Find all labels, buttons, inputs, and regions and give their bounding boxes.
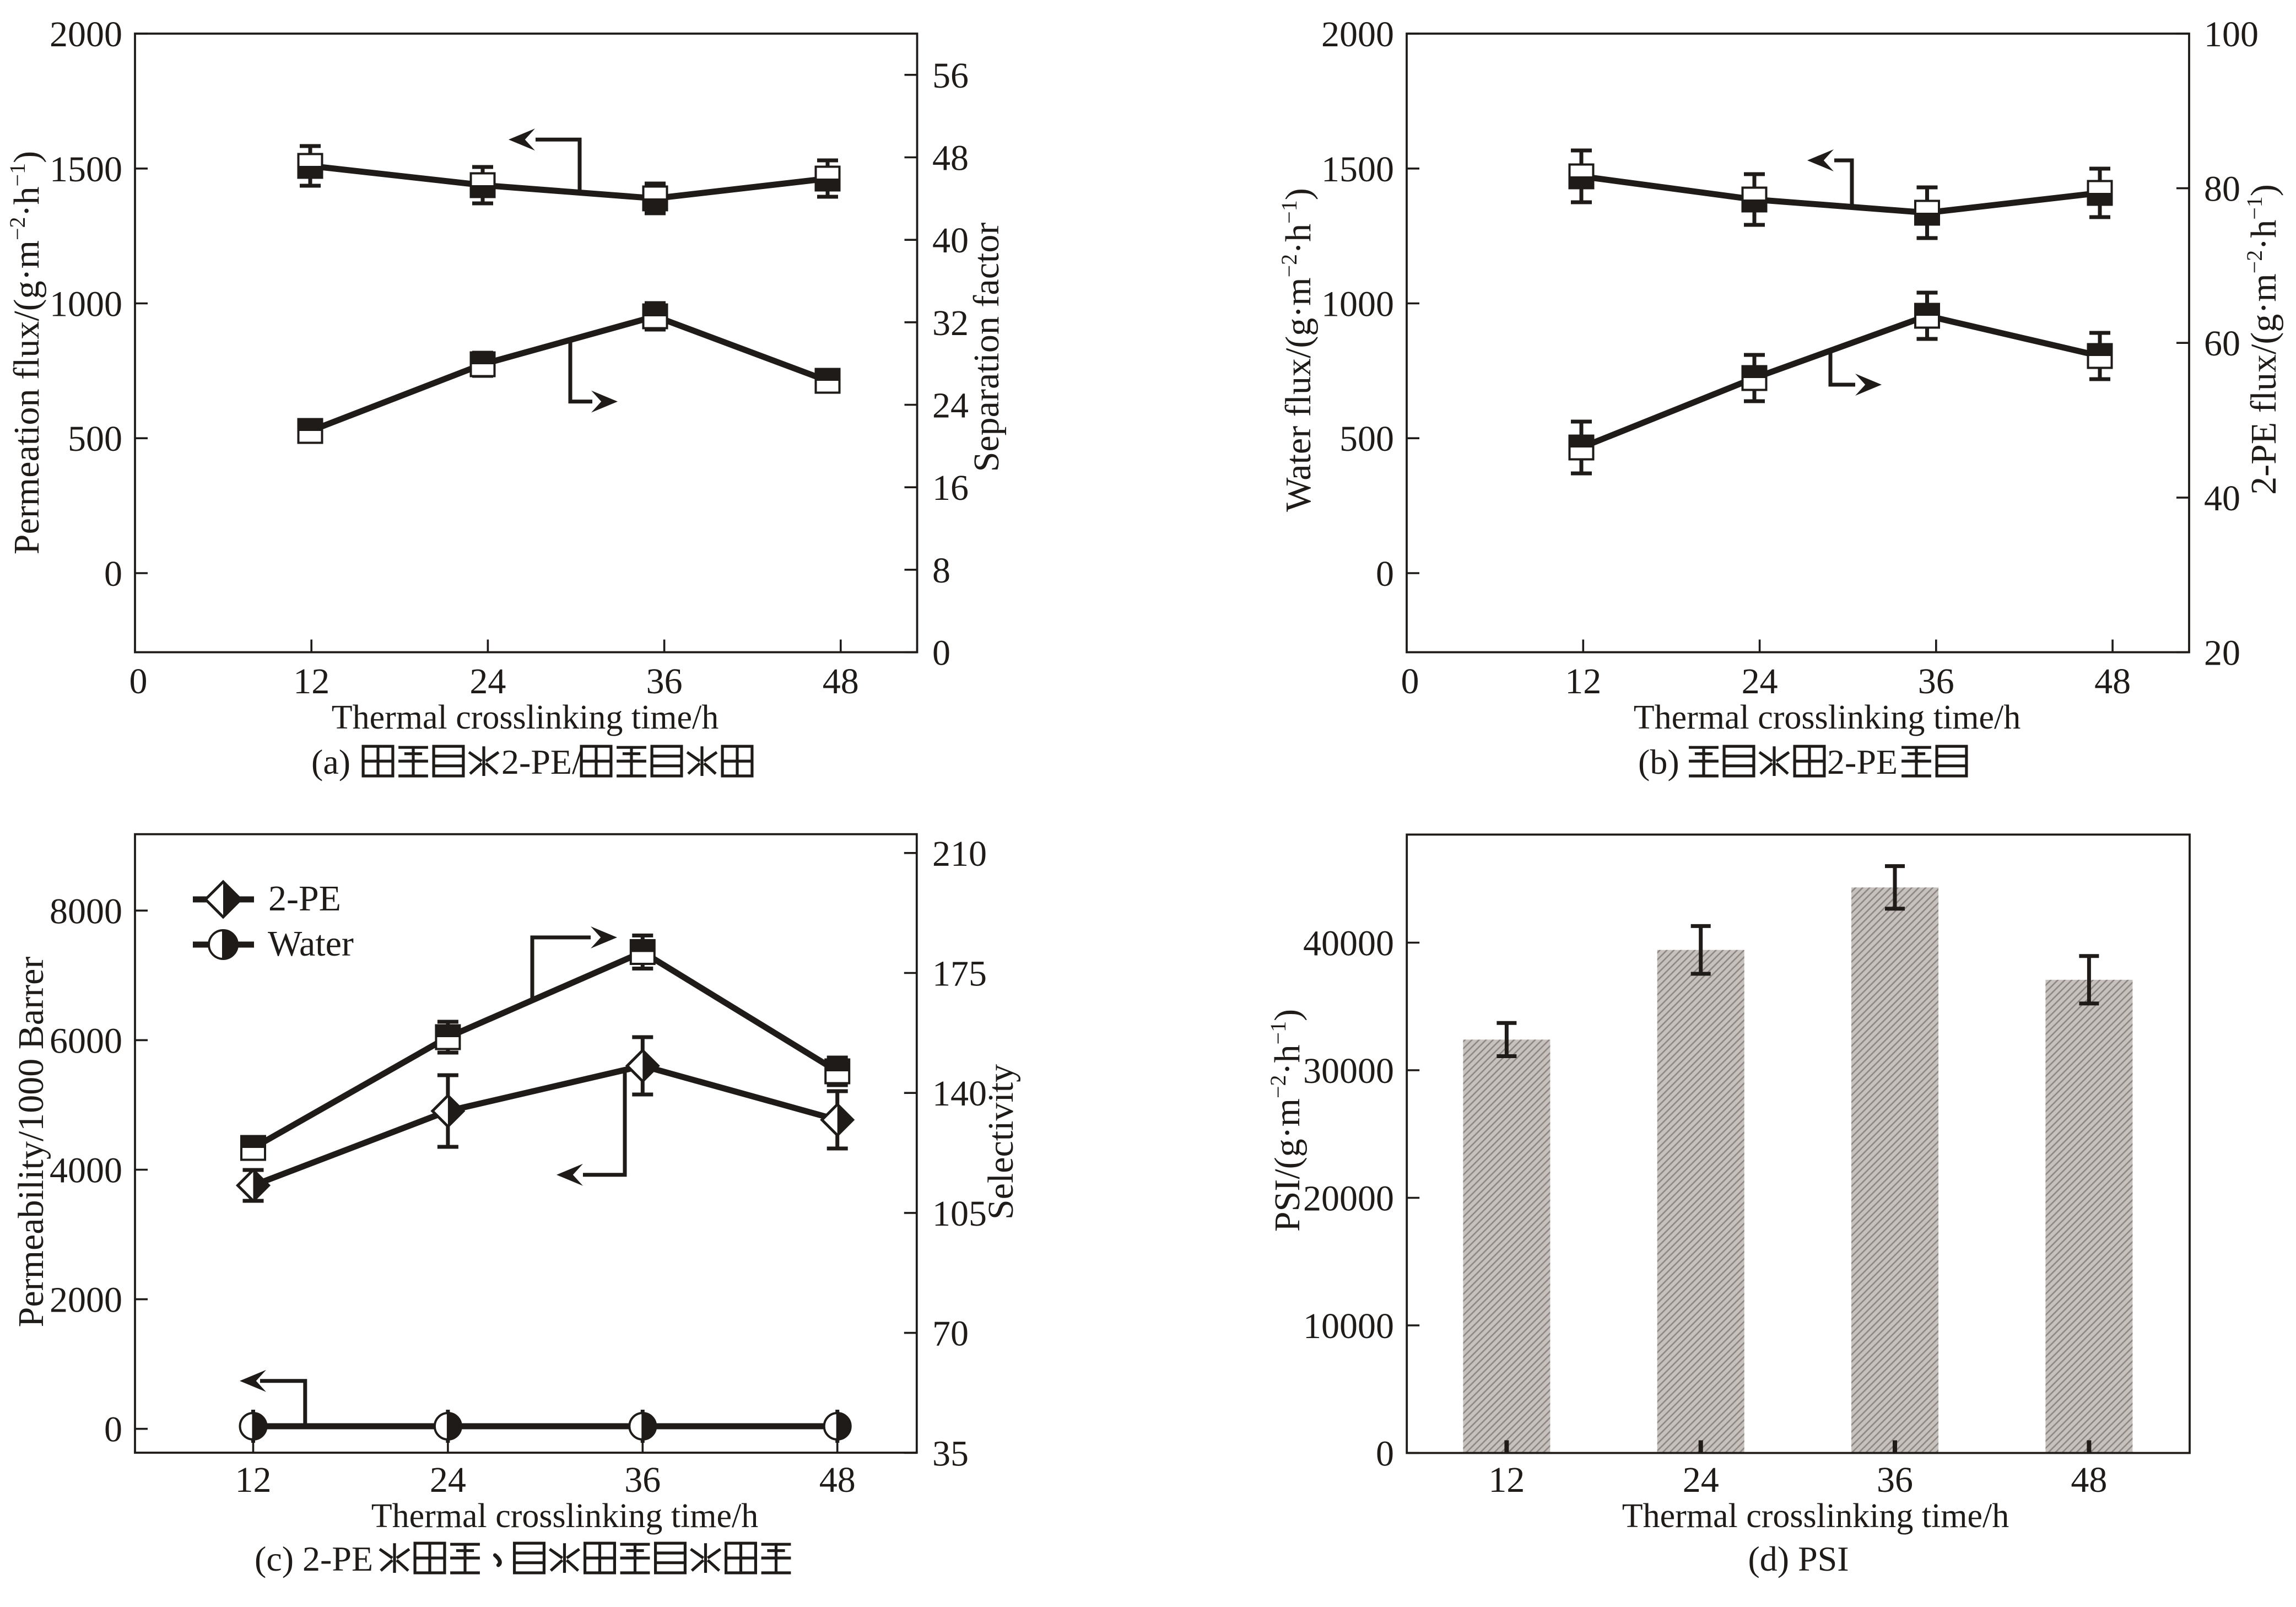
svg-text:2-PE: 2-PE bbox=[1827, 742, 1898, 781]
svg-text:Thermal crosslinking time/h: Thermal crosslinking time/h bbox=[1634, 699, 2021, 736]
svg-text:2000: 2000 bbox=[50, 14, 122, 55]
svg-text:0: 0 bbox=[104, 554, 122, 594]
svg-text:40: 40 bbox=[932, 220, 969, 261]
svg-text:2-PE flux/(g·m−2·h−1): 2-PE flux/(g·m−2·h−1) bbox=[2242, 184, 2284, 495]
svg-text:2000: 2000 bbox=[50, 1280, 122, 1320]
svg-text:100: 100 bbox=[2204, 14, 2259, 55]
svg-text:Thermal crosslinking time/h: Thermal crosslinking time/h bbox=[1622, 1497, 2009, 1535]
svg-text:36: 36 bbox=[1918, 661, 1954, 702]
svg-text:0: 0 bbox=[1376, 1434, 1394, 1474]
svg-text:2000: 2000 bbox=[1321, 14, 1394, 55]
svg-text:0: 0 bbox=[1401, 661, 1419, 702]
svg-text:20000: 20000 bbox=[1303, 1179, 1394, 1219]
svg-text:40: 40 bbox=[2204, 478, 2240, 519]
svg-text:48: 48 bbox=[932, 138, 969, 179]
svg-text:36: 36 bbox=[646, 661, 683, 702]
svg-text:24: 24 bbox=[469, 661, 506, 702]
svg-text:105: 105 bbox=[932, 1194, 987, 1234]
svg-text:70: 70 bbox=[932, 1314, 969, 1354]
svg-text:35: 35 bbox=[932, 1433, 969, 1474]
svg-text:Water flux/(g·m−2·h−1): Water flux/(g·m−2·h−1) bbox=[1277, 188, 1319, 511]
svg-text:12: 12 bbox=[235, 1460, 272, 1500]
svg-text:140: 140 bbox=[932, 1074, 987, 1114]
svg-text:36: 36 bbox=[624, 1460, 661, 1500]
svg-text:Thermal crosslinking time/h: Thermal crosslinking time/h bbox=[371, 1497, 759, 1535]
svg-text:80: 80 bbox=[2204, 169, 2240, 209]
svg-text:16: 16 bbox=[932, 468, 969, 508]
svg-text:48: 48 bbox=[819, 1460, 856, 1500]
svg-text:PSI/(g·m−2·h−1): PSI/(g·m−2·h−1) bbox=[1266, 1009, 1308, 1232]
svg-text:48: 48 bbox=[823, 661, 859, 702]
svg-text:12: 12 bbox=[1565, 661, 1601, 702]
svg-text:8000: 8000 bbox=[50, 891, 122, 931]
svg-text:1000: 1000 bbox=[1321, 284, 1394, 325]
svg-text:1000: 1000 bbox=[50, 284, 122, 325]
svg-text:0: 0 bbox=[1376, 554, 1394, 594]
svg-text:24: 24 bbox=[932, 386, 969, 426]
svg-text:10000: 10000 bbox=[1303, 1306, 1394, 1346]
svg-text:500: 500 bbox=[1339, 419, 1394, 459]
svg-text:20: 20 bbox=[2204, 633, 2240, 673]
svg-text:32: 32 bbox=[932, 303, 969, 343]
svg-text:12: 12 bbox=[293, 661, 329, 702]
svg-text:(a): (a) bbox=[311, 742, 350, 781]
svg-text:Separation factor: Separation factor bbox=[966, 223, 1007, 472]
svg-text:8: 8 bbox=[932, 551, 950, 591]
svg-text:40000: 40000 bbox=[1303, 924, 1394, 964]
svg-text:0: 0 bbox=[104, 1410, 122, 1450]
svg-text:36: 36 bbox=[1877, 1460, 1913, 1500]
svg-text:500: 500 bbox=[68, 419, 122, 459]
svg-text:210: 210 bbox=[932, 834, 987, 874]
svg-text:1500: 1500 bbox=[50, 149, 122, 190]
svg-text:Water: Water bbox=[268, 924, 354, 964]
svg-text:2-PE/: 2-PE/ bbox=[501, 742, 582, 781]
svg-text:(c) 2-PE: (c) 2-PE bbox=[255, 1539, 373, 1578]
svg-text:Permeability/1000 Barrer: Permeability/1000 Barrer bbox=[11, 957, 51, 1328]
svg-text:24: 24 bbox=[1742, 661, 1778, 702]
svg-text:6000: 6000 bbox=[50, 1021, 122, 1061]
svg-text:0: 0 bbox=[932, 633, 950, 673]
svg-text:2-PE: 2-PE bbox=[268, 878, 341, 919]
svg-text:24: 24 bbox=[1683, 1460, 1719, 1500]
svg-text:56: 56 bbox=[932, 56, 969, 96]
svg-text:(d) PSI: (d) PSI bbox=[1748, 1539, 1849, 1578]
svg-text:48: 48 bbox=[2071, 1460, 2107, 1500]
svg-text:4000: 4000 bbox=[50, 1151, 122, 1191]
svg-text:30000: 30000 bbox=[1303, 1051, 1394, 1091]
svg-text:(b): (b) bbox=[1638, 742, 1679, 781]
svg-text:48: 48 bbox=[2094, 661, 2131, 702]
svg-text:1500: 1500 bbox=[1321, 149, 1394, 190]
svg-text:175: 175 bbox=[932, 954, 987, 994]
svg-text:Permeation flux/(g·m−2·h−1): Permeation flux/(g·m−2·h−1) bbox=[5, 151, 47, 554]
svg-text:Thermal crosslinking time/h: Thermal crosslinking time/h bbox=[332, 699, 719, 736]
svg-text:24: 24 bbox=[430, 1460, 466, 1500]
svg-text:60: 60 bbox=[2204, 323, 2240, 364]
svg-text:12: 12 bbox=[1488, 1460, 1525, 1500]
svg-text:Selectivity: Selectivity bbox=[981, 1064, 1021, 1220]
svg-text:0: 0 bbox=[129, 661, 148, 702]
